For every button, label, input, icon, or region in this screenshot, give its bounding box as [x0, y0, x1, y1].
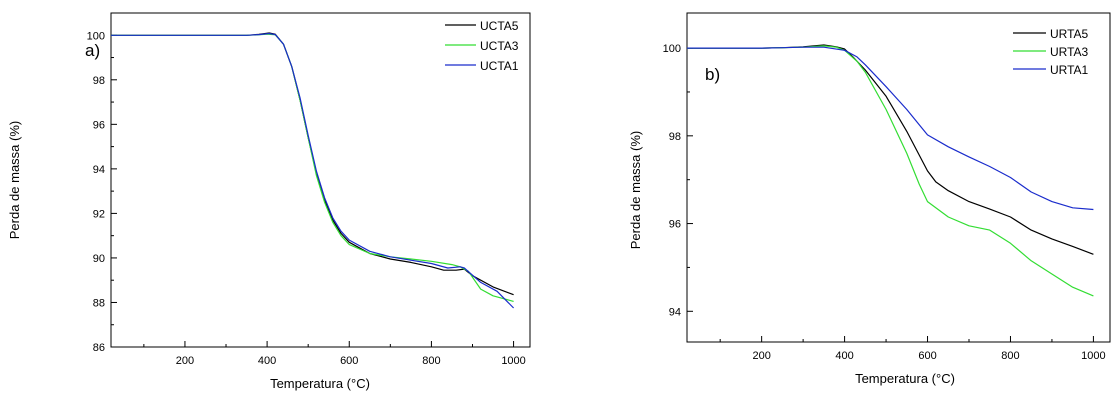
- legend-label: UCTA1: [480, 59, 519, 73]
- y-tick-label: 94: [93, 164, 105, 176]
- series-line-urta5: [687, 44, 1094, 255]
- plot-frame: [686, 12, 1111, 343]
- x-tick-label: 200: [176, 355, 194, 367]
- series-line-ucta3: [111, 33, 514, 302]
- x-tick-label: 600: [340, 355, 358, 367]
- y-tick-label: 96: [669, 219, 681, 231]
- panel-label: a): [85, 41, 100, 60]
- legend-label: URTA1: [1050, 63, 1089, 77]
- y-axis-label: Perda de massa (%): [7, 121, 22, 240]
- x-tick-label: 800: [422, 355, 440, 367]
- series-line-ucta5: [111, 32, 514, 296]
- series-line-ucta1: [111, 32, 515, 309]
- plot-frame: [110, 12, 531, 348]
- legend-label: UCTA3: [480, 39, 519, 53]
- x-tick-label: 800: [1001, 350, 1019, 362]
- y-tick-label: 94: [669, 306, 681, 318]
- y-tick-label: 96: [93, 119, 105, 131]
- y-tick-label: 86: [93, 342, 105, 354]
- x-tick-label: 400: [835, 350, 853, 362]
- legend-label: URTA3: [1050, 45, 1089, 59]
- x-axis-label: Temperatura (°C): [855, 371, 955, 386]
- y-tick-label: 88: [93, 297, 105, 309]
- y-tick-label: 98: [93, 75, 105, 87]
- y-tick-label: 100: [663, 43, 681, 55]
- series-line-urta3: [687, 45, 1094, 297]
- x-tick-label: 200: [752, 350, 770, 362]
- x-axis-label: Temperatura (°C): [270, 376, 370, 391]
- x-tick-label: 400: [258, 355, 276, 367]
- y-tick-label: 90: [93, 253, 105, 265]
- legend-label: UCTA5: [480, 19, 519, 33]
- y-axis-label: Perda de massa (%): [628, 131, 643, 250]
- legend-label: URTA5: [1050, 27, 1089, 41]
- x-tick-label: 1000: [1081, 350, 1105, 362]
- y-tick-label: 92: [93, 208, 105, 220]
- y-tick-label: 98: [669, 131, 681, 143]
- y-tick-label: 100: [87, 30, 105, 42]
- series-line-urta1: [687, 46, 1094, 211]
- x-tick-label: 1000: [501, 355, 525, 367]
- panel-label: b): [705, 65, 720, 84]
- panel-a: 86 88 90 92 94 96 98 100 200 400 600 800 1000 UCTA5 UC…: [7, 12, 531, 391]
- x-tick-label: 600: [918, 350, 936, 362]
- panel-b: 94 96 98 100 200 400 600 800 1000 URTA5 URTA3 URTA1…: [628, 12, 1111, 386]
